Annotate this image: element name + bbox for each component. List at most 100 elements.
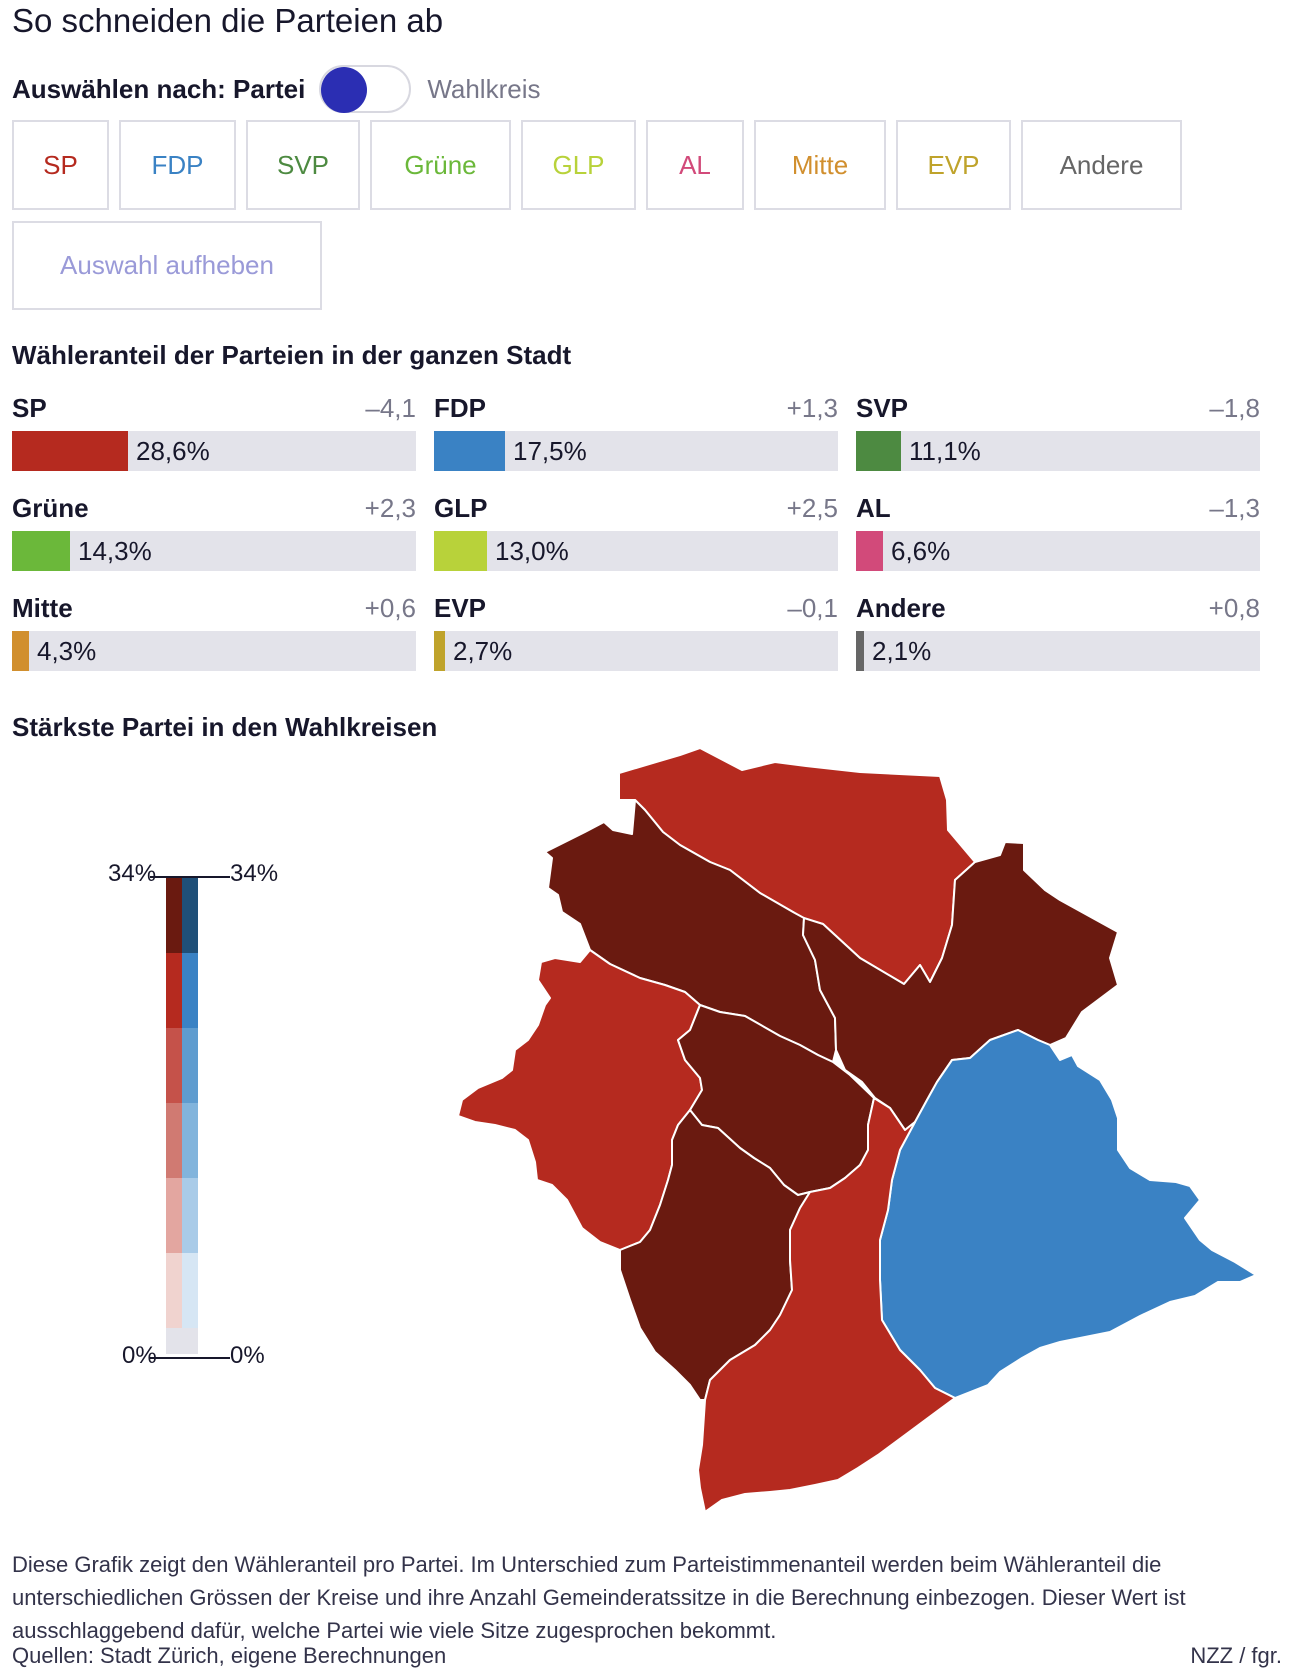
share-value: 13,0% <box>495 536 569 566</box>
color-scale-legend: 34% 34% 0% 0% <box>100 860 320 1400</box>
legend-red-step <box>166 1253 182 1328</box>
share-party-name: SP <box>12 393 47 423</box>
credit: NZZ / fgr. <box>1190 1643 1282 1668</box>
share-diff: –1,8 <box>1209 393 1260 423</box>
legend-max-right: 34% <box>230 860 279 887</box>
share-party-name: EVP <box>434 593 487 623</box>
share-value: 28,6% <box>136 436 210 466</box>
share-bar: 17,5% <box>434 431 838 471</box>
share-bar: 6,6% <box>856 531 1260 571</box>
mode-toggle[interactable] <box>319 65 412 113</box>
share-value: 2,1% <box>872 636 932 666</box>
party-button-sp[interactable]: SP <box>12 120 109 210</box>
share-bar: 11,1% <box>856 431 1260 471</box>
share-diff: +1,3 <box>786 393 838 423</box>
party-button-group: SP FDP SVP Grüne GLP AL Mitte EVP Andere <box>12 120 1252 220</box>
share-bar-fill <box>12 531 70 571</box>
share-bar: 14,3% <box>12 531 416 571</box>
party-button-evp[interactable]: EVP <box>896 120 1011 210</box>
toggle-knob[interactable] <box>321 67 368 113</box>
party-button-glp[interactable]: GLP <box>521 120 636 210</box>
party-button-mitte[interactable]: Mitte <box>754 120 886 210</box>
legend-red-step <box>166 1028 182 1103</box>
clear-selection-button[interactable]: Auswahl aufheben <box>12 221 322 310</box>
map-section-title: Stärkste Partei in den Wahlkreisen <box>12 712 438 742</box>
share-diff: –1,3 <box>1209 493 1260 523</box>
share-diff: –0,1 <box>787 593 838 623</box>
share-bar: 13,0% <box>434 531 838 571</box>
share-party-name: GLP <box>434 493 488 523</box>
legend-red-step <box>166 953 182 1028</box>
share-item-glp: GLP +2,5 13,0% <box>434 493 838 573</box>
party-button-svp[interactable]: SVP <box>246 120 360 210</box>
toggle-alt-label[interactable]: Wahlkreis <box>427 73 541 104</box>
share-bar: 4,3% <box>12 631 416 671</box>
share-section-title: Wähleranteil der Parteien in der ganzen … <box>12 340 572 370</box>
legend-red-step <box>166 878 182 953</box>
share-party-name: Andere <box>856 593 946 623</box>
share-bar-fill <box>856 431 901 471</box>
share-diff: +0,8 <box>1208 593 1260 623</box>
sources: Quellen: Stadt Zürich, eigene Berechnung… <box>12 1643 447 1668</box>
legend-blue-step <box>182 1028 198 1103</box>
legend-red-step <box>166 1178 182 1253</box>
share-party-name: FDP <box>434 393 486 423</box>
share-value: 14,3% <box>78 536 152 566</box>
party-button-label: GLP <box>552 149 605 180</box>
party-button-gruene[interactable]: Grüne <box>370 120 511 210</box>
legend-max-left: 34% <box>108 860 157 887</box>
legend-min-right: 0% <box>230 1342 265 1369</box>
district-map <box>457 747 1257 1513</box>
party-button-label: Andere <box>1059 149 1144 180</box>
share-item-gruene: Grüne +2,3 14,3% <box>12 493 416 573</box>
legend-blue-step <box>182 1103 198 1178</box>
mode-toggle-row: Auswählen nach: Partei Wahlkreis <box>12 65 541 113</box>
party-button-fdp[interactable]: FDP <box>119 120 236 210</box>
district-kreis-2[interactable] <box>697 1097 956 1513</box>
share-bar: 2,7% <box>434 631 838 671</box>
share-value: 11,1% <box>909 436 981 466</box>
share-bar-fill <box>434 531 487 571</box>
share-item-al: AL –1,3 6,6% <box>856 493 1260 573</box>
legend-min-left: 0% <box>122 1342 157 1369</box>
share-diff: –4,1 <box>365 393 416 423</box>
legend-max-line <box>150 876 230 878</box>
page-title: So schneiden die Parteien ab <box>12 2 444 39</box>
party-button-label: AL <box>679 149 711 180</box>
share-party-name: Mitte <box>12 593 73 623</box>
share-item-fdp: FDP +1,3 17,5% <box>434 393 838 473</box>
legend-blue-step <box>182 1178 198 1253</box>
share-item-sp: SP –4,1 28,6% <box>12 393 416 473</box>
party-button-label: Grüne <box>404 149 477 180</box>
share-item-evp: EVP –0,1 2,7% <box>434 593 838 673</box>
share-party-name: AL <box>856 493 891 523</box>
share-value: 6,6% <box>891 536 951 566</box>
legend-blue-step <box>182 878 198 953</box>
share-bar-fill <box>856 531 883 571</box>
share-item-svp: SVP –1,8 11,1% <box>856 393 1260 473</box>
party-button-andere[interactable]: Andere <box>1021 120 1182 210</box>
legend-blue-step <box>182 1253 198 1328</box>
share-party-name: Grüne <box>12 493 89 523</box>
share-party-name: SVP <box>856 393 909 423</box>
district-kreis-7[interactable] <box>879 1029 1257 1399</box>
legend-min-line <box>150 1357 230 1359</box>
share-bar-fill <box>434 431 505 471</box>
share-diff: +2,3 <box>364 493 416 523</box>
legend-red-step <box>166 1103 182 1178</box>
party-button-label: Mitte <box>791 149 849 180</box>
party-button-label: EVP <box>927 149 980 180</box>
share-bar: 28,6% <box>12 431 416 471</box>
footnote: Diese Grafik zeigt den Wähleranteil pro … <box>12 1552 1186 1643</box>
party-button-label: SVP <box>276 149 330 180</box>
share-bar: 2,1% <box>856 631 1260 671</box>
share-diff: +2,5 <box>786 493 838 523</box>
share-value: 4,3% <box>37 636 97 666</box>
share-diff: +0,6 <box>364 593 416 623</box>
share-bar-fill <box>12 431 128 471</box>
party-button-label: SP <box>43 149 78 180</box>
party-button-al[interactable]: AL <box>646 120 744 210</box>
legend-empty-step <box>166 1328 198 1354</box>
share-value: 17,5% <box>513 436 587 466</box>
district-kreis-12b[interactable] <box>802 841 1119 1131</box>
